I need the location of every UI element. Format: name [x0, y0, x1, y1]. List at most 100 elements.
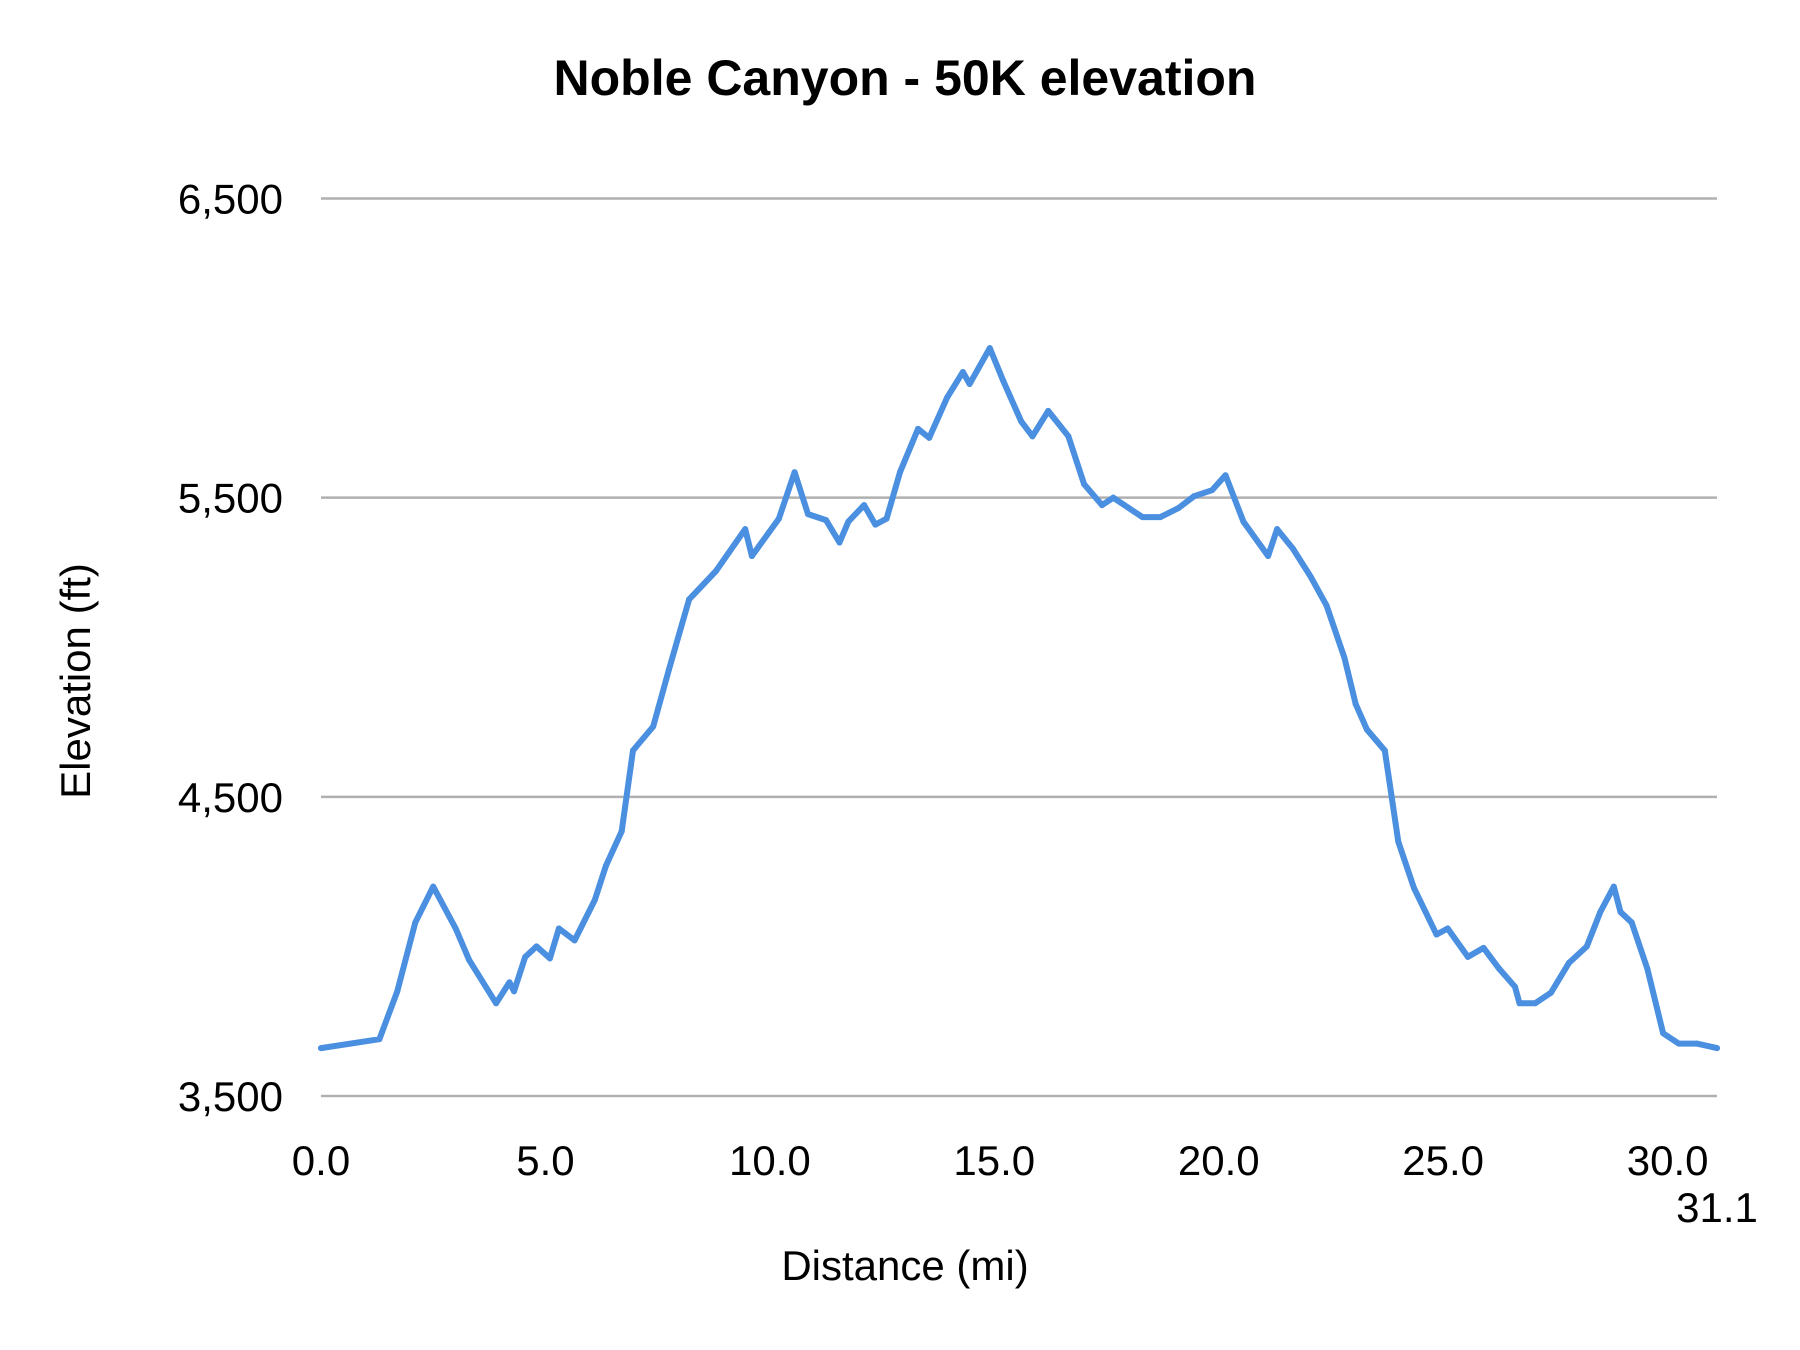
data-point: [629, 747, 636, 754]
data-point: [1714, 1045, 1720, 1052]
data-point: [1617, 909, 1624, 916]
data-point: [926, 434, 933, 441]
data-point: [522, 953, 529, 960]
data-point: [1000, 377, 1007, 384]
x-tick-label: 20.0: [1178, 1137, 1260, 1184]
y-tick-label: 4,500: [178, 774, 283, 821]
data-point: [713, 567, 720, 574]
data-point: [1381, 747, 1388, 754]
x-tick-label: 10.0: [729, 1137, 811, 1184]
data-point: [686, 596, 693, 603]
data-point: [1110, 494, 1117, 501]
data-point: [546, 955, 553, 962]
x-tick-label: 25.0: [1402, 1137, 1484, 1184]
data-point: [1139, 514, 1146, 521]
data-point: [603, 862, 610, 869]
data-point: [944, 394, 951, 401]
y-axis-title: Elevation (ft): [52, 563, 99, 799]
y-tick-label: 5,500: [178, 475, 283, 522]
data-point: [883, 515, 890, 522]
data-point: [915, 425, 922, 432]
data-point: [1693, 1040, 1700, 1047]
data-point: [1029, 433, 1036, 440]
data-point: [376, 1036, 383, 1043]
data-point: [394, 988, 401, 995]
data-point: [791, 469, 798, 476]
data-point: [1274, 526, 1281, 533]
data-point: [1099, 502, 1106, 509]
data-point: [1222, 472, 1229, 479]
data-point: [665, 666, 672, 673]
data-point: [861, 502, 868, 509]
x-axis-ticks: 0.0 5.0 10.0 15.0 20.0 25.0 30.031.1: [292, 1137, 1758, 1231]
data-point: [412, 919, 419, 926]
data-point: [650, 723, 657, 730]
data-point: [836, 539, 843, 546]
data-point: [1433, 931, 1440, 938]
data-point: [1341, 654, 1348, 661]
data-point: [1175, 505, 1182, 512]
chart-title: Noble Canyon - 50K elevation: [554, 50, 1257, 106]
data-point: [822, 517, 829, 524]
data-point: [1480, 944, 1487, 951]
data-point: [1583, 943, 1590, 950]
data-point: [1532, 1000, 1539, 1007]
data-point: [1516, 1000, 1523, 1007]
data-point: [618, 828, 625, 835]
data-point: [1289, 545, 1296, 552]
data-point: [1411, 885, 1418, 892]
data-point: [1512, 983, 1519, 990]
data-point: [1610, 883, 1617, 890]
data-point: [1157, 514, 1164, 521]
data-point: [1660, 1030, 1667, 1037]
data-point: [591, 897, 598, 904]
x-tick-label: 5.0: [516, 1137, 574, 1184]
data-point: [1045, 407, 1052, 414]
data-point: [775, 515, 782, 522]
data-point: [1307, 573, 1314, 580]
x-tick-label: 31.1: [1676, 1184, 1758, 1231]
data-point: [748, 553, 755, 560]
data-point: [959, 369, 966, 376]
data-point: [533, 943, 540, 950]
data-point: [742, 526, 749, 533]
data-point: [1265, 553, 1272, 560]
data-point: [466, 956, 473, 963]
x-axis-title: Distance (mi): [781, 1242, 1028, 1289]
data-point: [1464, 953, 1471, 960]
y-tick-label: 3,500: [178, 1073, 283, 1120]
y-tick-label: 6,500: [178, 176, 283, 223]
data-point: [966, 380, 973, 387]
elevation-line: [318, 345, 1720, 1052]
data-point: [1323, 602, 1330, 609]
data-point: [430, 883, 437, 890]
series-layer: [318, 345, 1720, 1052]
data-point: [1352, 701, 1359, 708]
data-point: [1018, 418, 1025, 425]
data-point: [318, 1045, 324, 1052]
data-point: [986, 345, 993, 352]
data-point: [1496, 965, 1503, 972]
gridlines: [321, 197, 1717, 1098]
x-tick-label: 30.0: [1627, 1137, 1709, 1184]
x-tick-label: 15.0: [953, 1137, 1035, 1184]
data-point: [1191, 493, 1198, 500]
data-point: [452, 925, 459, 932]
data-point: [1444, 925, 1451, 932]
data-point: [506, 979, 513, 986]
data-point: [872, 521, 879, 528]
y-axis-ticks: 3,500 4,500 5,500 6,500: [178, 176, 283, 1121]
data-point: [845, 518, 852, 525]
data-point: [805, 511, 812, 518]
data-point: [897, 469, 904, 476]
data-point: [1081, 481, 1088, 488]
data-point: [1628, 919, 1635, 926]
data-point: [571, 937, 578, 944]
data-point: [1395, 838, 1402, 845]
data-point: [511, 988, 518, 995]
data-point: [1597, 909, 1604, 916]
data-point: [1644, 965, 1651, 972]
data-point: [1065, 433, 1072, 440]
data-point: [1363, 726, 1370, 733]
data-point: [1209, 487, 1216, 494]
